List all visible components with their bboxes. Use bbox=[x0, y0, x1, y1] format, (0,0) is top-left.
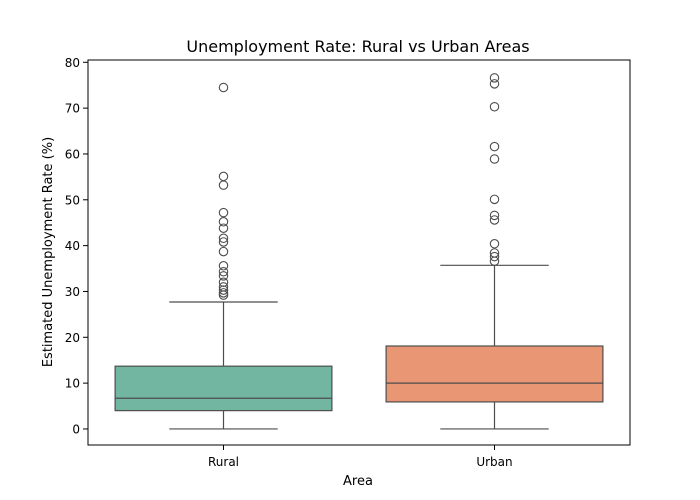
y-tick-label: 30 bbox=[65, 285, 80, 299]
outlier-point bbox=[218, 266, 229, 277]
plot-area-frame bbox=[87, 59, 631, 446]
outlier-point bbox=[218, 207, 229, 218]
outlier-point bbox=[489, 73, 500, 83]
outlier-point bbox=[218, 217, 229, 227]
outlier-point bbox=[218, 285, 229, 295]
y-tick-label: 40 bbox=[65, 239, 80, 253]
y-tick-label: 60 bbox=[65, 147, 80, 161]
outlier-point bbox=[489, 248, 500, 258]
outlier-point bbox=[489, 194, 500, 205]
outlier-point bbox=[489, 251, 500, 262]
box-urban bbox=[385, 345, 604, 403]
outlier-point bbox=[489, 210, 500, 221]
outlier-point bbox=[218, 171, 229, 182]
outlier-point bbox=[489, 239, 500, 249]
outlier-point bbox=[218, 277, 229, 288]
y-tick-label: 20 bbox=[65, 331, 80, 345]
outlier-point bbox=[218, 271, 229, 281]
y-tick-label: 70 bbox=[65, 102, 80, 116]
outlier-point bbox=[218, 233, 229, 244]
outlier-point bbox=[218, 246, 229, 257]
x-tick-label: Urban bbox=[476, 455, 512, 469]
outlier-point bbox=[489, 215, 500, 225]
y-tick-label: 0 bbox=[72, 422, 80, 436]
outlier-point bbox=[489, 102, 500, 112]
outlier-point bbox=[218, 282, 229, 292]
outlier-point bbox=[489, 79, 500, 89]
y-axis-label: Estimated Unemployment Rate (%) bbox=[41, 137, 56, 367]
y-tick-label: 80 bbox=[65, 56, 80, 70]
outlier-point bbox=[218, 223, 229, 233]
outlier-point bbox=[218, 82, 229, 93]
x-axis-label: Area bbox=[343, 474, 373, 489]
box-rural bbox=[114, 365, 333, 412]
outlier-point bbox=[489, 141, 500, 152]
outlier-point bbox=[218, 237, 229, 247]
outlier-point bbox=[218, 261, 229, 271]
y-tick-label: 50 bbox=[65, 193, 80, 207]
outlier-point bbox=[218, 288, 229, 298]
outlier-point bbox=[218, 180, 229, 190]
y-tick-label: 10 bbox=[65, 377, 80, 391]
chart-title: Unemployment Rate: Rural vs Urban Areas bbox=[186, 37, 529, 56]
x-tick-label: Rural bbox=[208, 455, 239, 469]
outlier-point bbox=[489, 154, 500, 164]
